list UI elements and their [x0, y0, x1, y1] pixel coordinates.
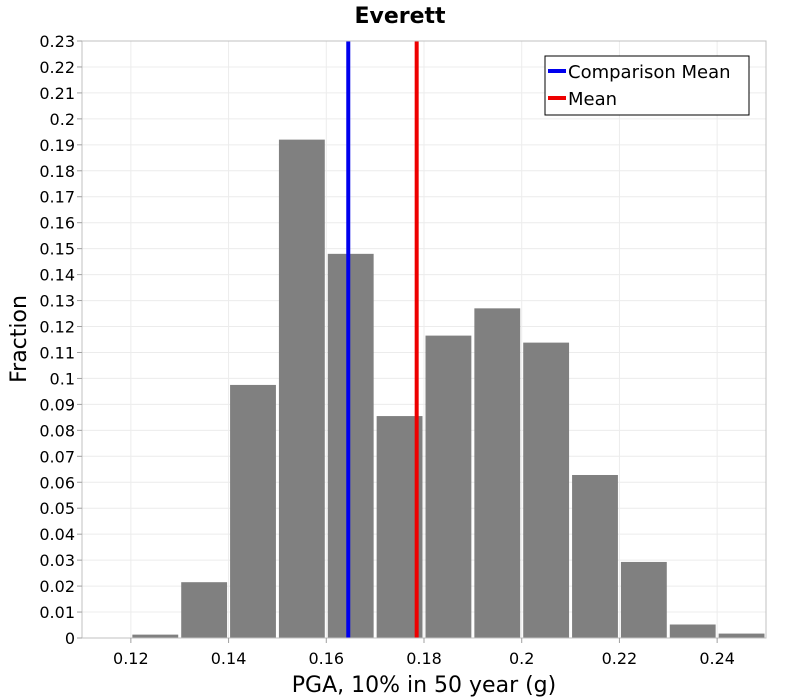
x-tick-label: 0.16 — [308, 649, 344, 668]
y-tick-label: 0.2 — [50, 110, 75, 129]
y-tick-label: 0.07 — [39, 447, 75, 466]
y-tick-label: 0.18 — [39, 162, 75, 181]
y-tick-label: 0.17 — [39, 188, 75, 207]
x-tick-label: 0.12 — [113, 649, 149, 668]
histogram-bar — [230, 384, 276, 638]
histogram-bar — [572, 474, 618, 638]
y-tick-label: 0.13 — [39, 292, 75, 311]
x-axis-label: PGA, 10% in 50 year (g) — [292, 673, 556, 698]
x-axis-ticks: 0.12 0.14 0.16 0.18 0.2 0.22 0.24 — [113, 638, 735, 668]
histogram-bar — [474, 308, 521, 638]
legend-box — [544, 55, 750, 116]
mean-lines — [346, 41, 419, 638]
y-tick-label: 0.16 — [39, 214, 75, 233]
histogram-bar — [181, 582, 228, 638]
y-tick-label: 0.04 — [39, 525, 75, 544]
x-tick-label: 0.2 — [509, 649, 534, 668]
histogram-bar — [718, 633, 765, 638]
histogram-bar — [669, 624, 716, 638]
y-tick-label: 0.03 — [39, 551, 75, 570]
histogram-bar — [425, 335, 472, 638]
y-tick-label: 0.1 — [50, 369, 75, 388]
y-tick-label: 0.21 — [39, 84, 75, 103]
y-tick-label: 0.05 — [39, 499, 75, 518]
y-tick-label: 0.19 — [39, 136, 75, 155]
y-tick-label: 0.15 — [39, 240, 75, 259]
x-tick-label: 0.14 — [211, 649, 247, 668]
y-tick-label: 0.08 — [39, 421, 75, 440]
y-tick-label: 0.22 — [39, 58, 75, 77]
y-tick-label: 0.23 — [39, 32, 75, 51]
y-axis-label: Fraction — [7, 295, 32, 383]
x-tick-label: 0.22 — [602, 649, 638, 668]
histogram-bar — [132, 634, 179, 638]
x-tick-label: 0.24 — [699, 649, 735, 668]
histogram-bar — [620, 561, 667, 638]
histogram-bar — [278, 139, 325, 639]
histogram-bar — [523, 342, 570, 638]
chart-title: Everett — [354, 4, 446, 29]
legend-label: Mean — [568, 89, 617, 110]
y-tick-label: 0.02 — [39, 577, 75, 596]
y-axis-ticks: 0 0.01 0.02 0.03 0.04 0.05 0.06 0.07 0.08 0.09 0.1… — [39, 32, 82, 648]
y-tick-label: 0 — [65, 629, 75, 648]
y-tick-label: 0.06 — [39, 473, 75, 492]
histogram-bars — [132, 139, 765, 639]
x-tick-label: 0.18 — [406, 649, 442, 668]
y-tick-label: 0.09 — [39, 395, 75, 414]
legend: Comparison Mean Mean — [544, 55, 750, 116]
y-tick-label: 0.14 — [39, 266, 75, 285]
y-tick-label: 0.01 — [39, 603, 75, 622]
legend-label: Comparison Mean — [568, 62, 731, 83]
y-tick-label: 0.12 — [39, 318, 75, 337]
y-tick-label: 0.11 — [39, 343, 75, 362]
histogram-bar — [327, 253, 374, 638]
